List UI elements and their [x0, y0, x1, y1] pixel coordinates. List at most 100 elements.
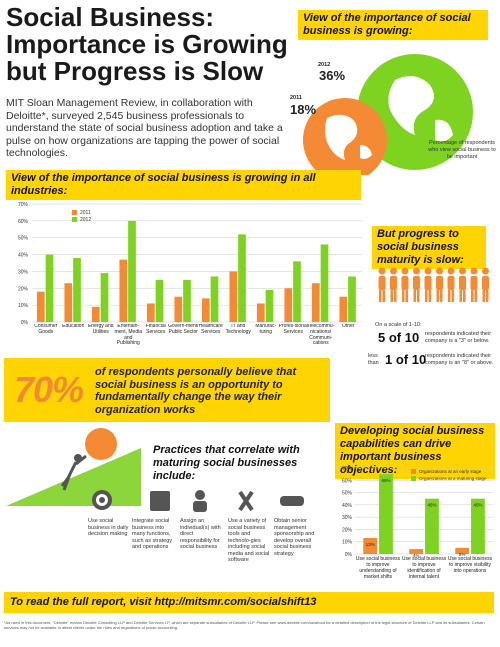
- bar-2012: [183, 279, 191, 322]
- practice-3: Assign an individual(s) with direct resp…: [180, 518, 221, 550]
- person-head: [390, 267, 397, 275]
- people-icons: [378, 267, 489, 302]
- bar-maturing: [425, 498, 439, 554]
- bar-2012: [128, 220, 136, 322]
- bar-2012: [348, 276, 356, 322]
- bar-maturing: [379, 474, 393, 554]
- person-leg: [394, 290, 397, 302]
- person-head: [482, 267, 489, 275]
- bar-2011: [339, 296, 348, 322]
- category-label-text: Manufac-turing: [255, 324, 277, 335]
- y-tick-label: 20%: [18, 286, 29, 292]
- importance-heading: View of the importance of social busines…: [298, 10, 488, 40]
- person-leg: [436, 290, 439, 302]
- person-leg: [451, 290, 454, 302]
- person-body: [424, 276, 432, 290]
- bar-2011: [64, 283, 73, 322]
- row2-text: respondents indicated their company is a…: [425, 353, 494, 366]
- category-label: Manufac-turing: [255, 324, 277, 335]
- scale-note: On a scale of 1-10:: [375, 322, 422, 328]
- person-head: [436, 267, 443, 275]
- practice-icons: [90, 488, 360, 514]
- person-body: [436, 276, 443, 290]
- y-tick-label: 30%: [342, 515, 353, 521]
- person-body: [413, 276, 420, 290]
- person-leg: [425, 290, 428, 302]
- person-leg: [471, 290, 474, 302]
- industries-chart: 0% 10% 20% 30% 40% 50% 60% 70% Consumer Goods Edu…: [18, 202, 362, 347]
- year-2012-label: 2012: [318, 62, 331, 68]
- category-label-text: Profes-sional Services: [278, 324, 308, 335]
- y-tick-label: 10%: [342, 540, 353, 546]
- bar-2012: [100, 273, 109, 322]
- report-link[interactable]: To read the full report, visit http://mi…: [4, 592, 494, 613]
- category-label-text: Use social business to improve visibilit…: [447, 556, 493, 574]
- handshake-icon: [280, 496, 304, 506]
- category-label: Use social business to improve visibilit…: [447, 556, 493, 574]
- bar-2012: [320, 244, 329, 322]
- year-2011-label: 2011: [290, 95, 302, 101]
- practice-1: Use social business in daily decision ma…: [88, 518, 129, 537]
- y-tick-label: 10%: [18, 303, 29, 309]
- category-label-text: Govern-ment/ Public Sector: [167, 324, 199, 335]
- person-head: [470, 267, 478, 275]
- y-tick-label: 70%: [18, 202, 29, 208]
- bar-2011: [174, 296, 183, 322]
- continent-2012: [388, 76, 453, 142]
- data-label: 4%: [413, 553, 420, 558]
- y-tick-label: 70%: [342, 466, 353, 472]
- value-2012-label: 36%: [319, 68, 346, 83]
- legend-label: Organizations at a maturing stage: [419, 476, 487, 481]
- person-body: [459, 276, 466, 290]
- category-label: Use social business to improve understan…: [355, 556, 401, 580]
- person-leg: [459, 290, 462, 302]
- person-leg: [428, 290, 431, 302]
- category-label-text: Entertain-ment, Media and Publishing: [114, 324, 142, 347]
- category-label-text: IT and Technology: [225, 324, 251, 335]
- puzzle-icon: [150, 491, 170, 511]
- category-label: Entertain-ment, Media and Publishing: [114, 324, 142, 347]
- person-head: [447, 267, 455, 275]
- person-body: [447, 276, 455, 290]
- legend-swatch: [411, 476, 416, 481]
- category-label: Other: [342, 324, 355, 329]
- person-leg: [382, 290, 385, 302]
- practice-4: Use a variety of social business tools a…: [228, 518, 270, 563]
- practice-5: Obtain senior management sponsorship and…: [274, 518, 315, 557]
- person-leg: [390, 290, 393, 302]
- y-tick-label: 50%: [342, 491, 353, 497]
- category-label-text: Use social business to improve understan…: [355, 556, 401, 580]
- bar-2012: [210, 276, 219, 322]
- bar-2011: [229, 271, 238, 322]
- person-leg: [482, 290, 485, 302]
- page-title: Social Business: Importance is Growing b…: [6, 2, 288, 86]
- intro-text: MIT Sloan Management Review, in collabor…: [6, 97, 283, 159]
- practices-heading: Practices that correlate with maturing s…: [153, 444, 300, 482]
- legend-swatch: [72, 217, 77, 222]
- y-tick-label: 50%: [18, 236, 29, 242]
- category-label-text: Energy and Utilities: [87, 324, 114, 335]
- person-leg: [402, 290, 405, 302]
- bar-early: [455, 547, 470, 554]
- bar-2011: [256, 303, 265, 322]
- category-label: Telecommu-nications/ Communi-cations: [307, 324, 335, 347]
- person-leg: [379, 290, 382, 302]
- category-label-text: Education: [62, 324, 85, 329]
- category-label: Use social business to improve identific…: [402, 556, 446, 580]
- category-label-text: Financial Services: [145, 324, 166, 335]
- person-leg: [417, 290, 420, 302]
- bar-early: [363, 538, 378, 554]
- category-label-text: Telecommu-nications/ Communi-cations: [307, 324, 335, 347]
- importance-globes: [303, 54, 473, 175]
- category-label: Govern-ment/ Public Sector: [167, 324, 199, 335]
- person-leg: [474, 290, 477, 302]
- bar-early: [409, 549, 424, 554]
- continent-2011: [325, 114, 372, 160]
- bar-2012: [265, 289, 274, 322]
- person-head: [424, 267, 432, 275]
- y-tick-label: 40%: [342, 503, 353, 509]
- legend-swatch: [72, 210, 77, 215]
- person-leg: [413, 290, 416, 302]
- legend-label: Organizations at an early stage: [419, 469, 482, 474]
- person-body: [470, 276, 478, 290]
